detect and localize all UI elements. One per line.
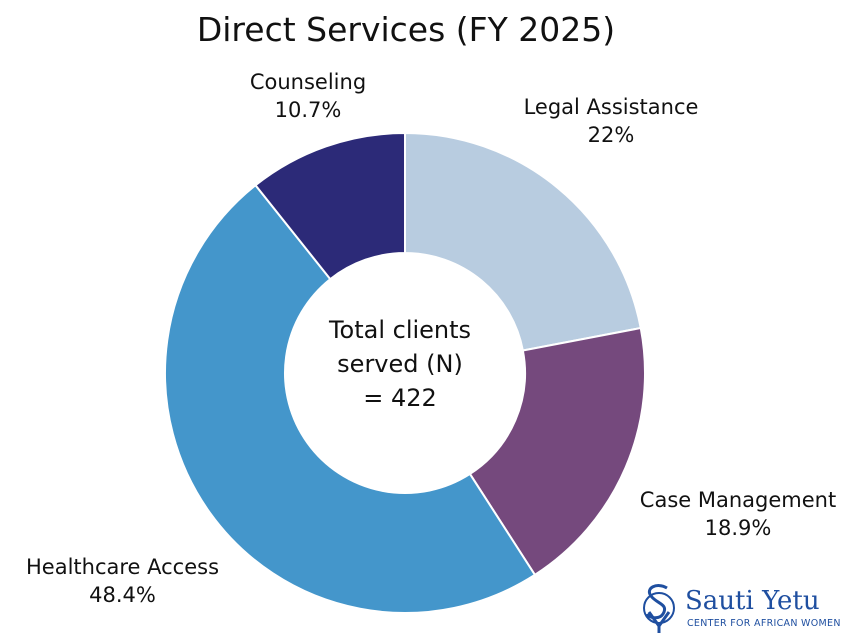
slice-case-management xyxy=(468,326,646,577)
slice-counseling xyxy=(254,131,406,281)
category-label: Counseling xyxy=(249,70,367,94)
logo-name: Sauti Yetu xyxy=(685,586,820,616)
category-label: Healthcare Access xyxy=(25,555,220,579)
chart-title: Direct Services (FY 2025) xyxy=(196,10,616,49)
slice-healthcare-access xyxy=(164,183,537,614)
category-label: Case Management xyxy=(639,488,837,512)
category-label: Legal Assistance xyxy=(523,95,699,119)
donut-center-text: Total clients served (N) = 422 xyxy=(287,313,513,415)
center-line-3: = 422 xyxy=(363,384,437,412)
logo-tagline: CENTER FOR AFRICAN WOMEN xyxy=(687,618,841,629)
value-label: 48.4% xyxy=(89,583,156,607)
value-label: 10.7% xyxy=(274,98,342,122)
value-label: 18.9% xyxy=(704,516,772,540)
slice-label-legal-assistance: Legal Assistance 22% xyxy=(496,93,726,149)
slice-legal-assistance xyxy=(404,131,642,352)
slice-label-case-management: Case Management 18.9% xyxy=(618,486,858,542)
value-label: 22% xyxy=(587,123,635,147)
slice-label-counseling: Counseling 10.7% xyxy=(218,68,398,124)
center-line-2: served (N) xyxy=(337,350,463,378)
logo-emblem-icon xyxy=(643,584,675,633)
slice-label-healthcare-access: Healthcare Access 48.4% xyxy=(5,553,240,609)
sauti-yetu-logo: Sauti Yetu CENTER FOR AFRICAN WOMEN xyxy=(637,582,847,634)
center-line-1: Total clients xyxy=(328,316,472,344)
